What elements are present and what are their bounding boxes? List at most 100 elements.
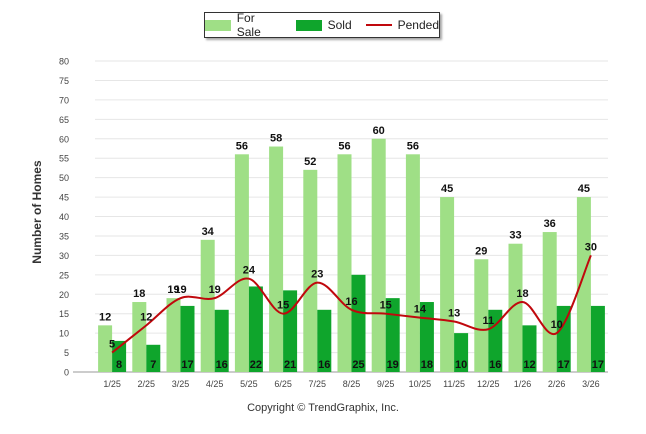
x-tick-label: 3/26 (582, 379, 600, 389)
data-label-sold: 17 (592, 359, 604, 371)
bar-for-sale (98, 325, 113, 372)
data-label-sold: 16 (489, 359, 501, 371)
legend-label-sold: Sold (327, 18, 352, 32)
data-label-pended: 16 (345, 296, 357, 308)
copyright-text: Copyright © TrendGraphix, Inc. (247, 402, 399, 414)
data-label-pended: 19 (174, 284, 186, 296)
y-tick-label: 30 (59, 251, 69, 261)
x-tick-label: 4/25 (206, 379, 224, 389)
y-tick-label: 0 (64, 368, 69, 378)
bar-for-sale (371, 138, 386, 372)
data-label-sold: 25 (352, 359, 364, 371)
bar-for-sale (303, 169, 318, 372)
bar-for-sale (542, 232, 557, 372)
legend-swatch-sold (295, 19, 322, 31)
data-label-for-sale: 52 (304, 156, 316, 168)
data-label-sold: 10 (455, 359, 467, 371)
bar-for-sale (440, 197, 455, 372)
y-tick-label: 20 (59, 290, 69, 300)
x-tick-label: 9/25 (377, 379, 395, 389)
data-label-sold: 12 (523, 359, 535, 371)
bar-sold (180, 305, 195, 372)
y-tick-label: 15 (59, 309, 69, 319)
bar-sold (488, 309, 503, 372)
data-label-for-sale: 56 (338, 140, 350, 152)
data-label-pended: 15 (380, 300, 392, 312)
legend-label-for-sale: For Sale (236, 11, 261, 39)
bar-for-sale (234, 154, 249, 372)
bar-for-sale (269, 146, 284, 372)
x-tick-label: 12/25 (477, 379, 500, 389)
legend-item-sold: Sold (295, 18, 352, 32)
data-label-for-sale: 56 (236, 140, 248, 152)
x-tick-label: 3/25 (172, 379, 190, 389)
data-label-sold: 17 (558, 359, 570, 371)
data-label-sold: 7 (150, 359, 156, 371)
y-tick-label: 80 (59, 57, 69, 67)
x-tick-label: 2/26 (548, 379, 566, 389)
y-tick-label: 40 (59, 212, 69, 222)
bar-sold (248, 286, 263, 372)
data-label-sold: 16 (216, 359, 228, 371)
y-tick-label: 70 (59, 95, 69, 105)
legend-item-for-sale: For Sale (205, 11, 282, 39)
y-tick-label: 25 (59, 270, 69, 280)
legend-item-pended: Pended (365, 18, 439, 32)
data-label-pended: 19 (209, 284, 221, 296)
data-label-sold: 8 (116, 359, 122, 371)
legend-line-pended (365, 24, 392, 26)
data-label-pended: 30 (585, 241, 597, 253)
y-tick-label: 35 (59, 231, 69, 241)
data-label-for-sale: 56 (407, 140, 419, 152)
data-label-pended: 12 (140, 311, 152, 323)
chart-legend: For Sale Sold Pended (204, 11, 440, 39)
data-label-pended: 13 (448, 307, 460, 319)
data-label-for-sale: 19 (167, 284, 179, 296)
y-tick-label: 55 (59, 154, 69, 164)
bar-sold (454, 333, 469, 372)
data-label-for-sale: 60 (373, 125, 385, 137)
data-label-for-sale: 45 (441, 183, 453, 195)
bar-sold (317, 309, 332, 372)
data-label-for-sale: 29 (475, 245, 487, 257)
bar-sold (522, 325, 537, 372)
data-label-for-sale: 34 (202, 226, 215, 238)
bar-sold (351, 274, 366, 372)
bar-for-sale (474, 259, 489, 372)
x-tick-label: 1/25 (103, 379, 121, 389)
data-label-pended: 24 (243, 265, 256, 277)
bar-for-sale (508, 243, 523, 372)
legend-label-pended: Pended (397, 18, 439, 32)
data-label-for-sale: 58 (270, 133, 282, 145)
bar-for-sale (166, 298, 181, 372)
bar-sold (385, 298, 400, 372)
y-tick-label: 50 (59, 173, 69, 183)
x-tick-label: 7/25 (309, 379, 327, 389)
y-tick-label: 60 (59, 134, 69, 144)
data-label-for-sale: 45 (578, 183, 590, 195)
data-label-sold: 16 (318, 359, 330, 371)
bar-for-sale (405, 154, 420, 372)
data-label-sold: 21 (284, 359, 296, 371)
bar-sold (590, 305, 605, 372)
bar-sold (283, 290, 298, 372)
y-tick-label: 5 (64, 348, 69, 358)
bar-sold (214, 309, 229, 372)
bar-for-sale (200, 239, 215, 372)
data-label-pended: 23 (311, 269, 323, 281)
data-label-for-sale: 36 (544, 218, 556, 230)
data-label-for-sale: 12 (99, 311, 111, 323)
x-tick-label: 6/25 (274, 379, 292, 389)
pended-line (111, 254, 592, 354)
y-tick-label: 45 (59, 193, 69, 203)
bar-for-sale (576, 197, 591, 372)
y-tick-label: 10 (59, 329, 69, 339)
data-label-for-sale: 33 (509, 230, 521, 242)
data-label-pended: 10 (551, 319, 563, 331)
y-tick-label: 75 (59, 76, 69, 86)
bar-sold (556, 305, 571, 372)
data-label-sold: 17 (181, 359, 193, 371)
x-tick-label: 1/26 (514, 379, 532, 389)
